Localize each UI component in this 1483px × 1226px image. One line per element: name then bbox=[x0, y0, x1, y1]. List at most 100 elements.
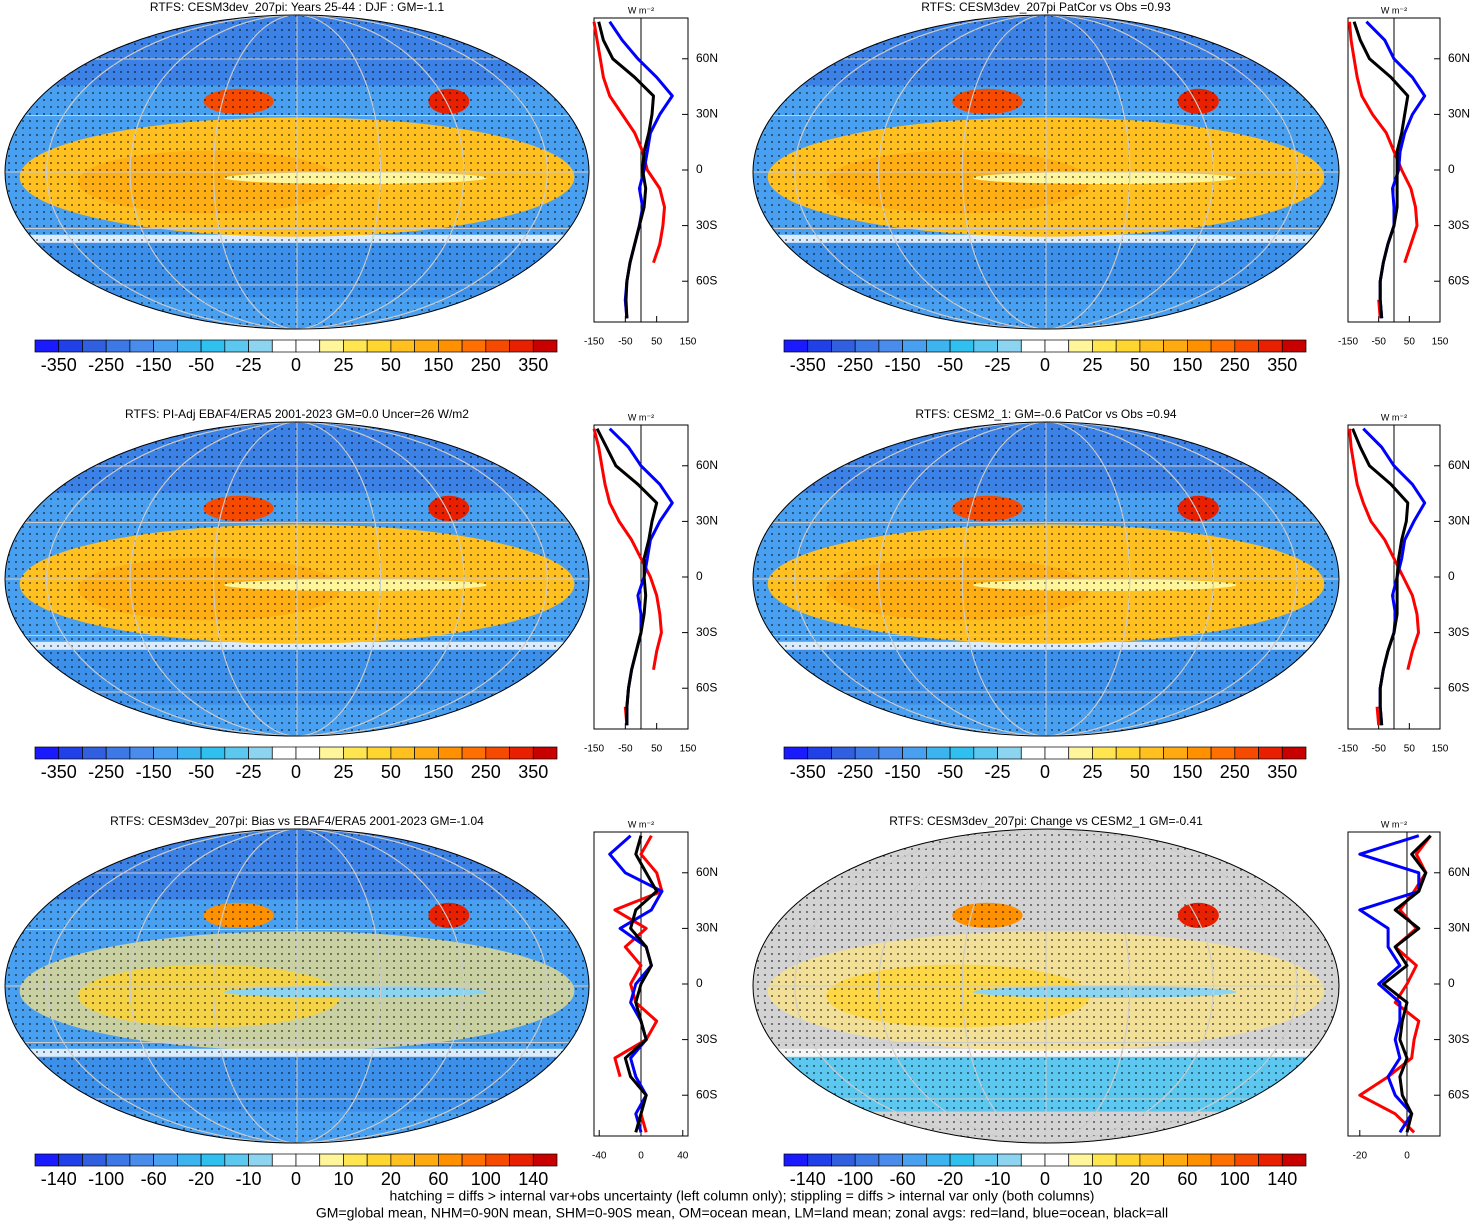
colorbar-label: 100 bbox=[471, 1169, 501, 1189]
colorbar-label: 50 bbox=[381, 762, 401, 782]
colorbar-box bbox=[225, 1154, 249, 1166]
colorbar-label: -150 bbox=[136, 355, 172, 375]
colorbar-box bbox=[320, 340, 344, 352]
colorbar-box bbox=[415, 1154, 439, 1166]
colorbar-label: 350 bbox=[1267, 355, 1297, 375]
y-tick-label: 30S bbox=[696, 218, 717, 232]
colorbar-label: 350 bbox=[518, 355, 548, 375]
y-tick-label: 30S bbox=[696, 625, 717, 639]
x-tick-label: 0 bbox=[1404, 1151, 1410, 1162]
colorbar-box bbox=[1282, 1154, 1306, 1166]
colorbar-box bbox=[974, 1154, 998, 1166]
y-tick-label: 60N bbox=[1448, 458, 1470, 472]
colorbar-label: -10 bbox=[985, 1169, 1011, 1189]
colorbar-box bbox=[367, 340, 391, 352]
y-tick-label: 60S bbox=[696, 273, 717, 287]
colorbar-box bbox=[35, 1154, 59, 1166]
colorbar-box bbox=[1045, 340, 1069, 352]
colorbar-box bbox=[1211, 1154, 1235, 1166]
y-tick-label: 0 bbox=[696, 976, 703, 990]
colorbar-box bbox=[784, 1154, 808, 1166]
y-tick-label: 30N bbox=[696, 107, 718, 121]
panel-title: RTFS: CESM3dev_207pi: Years 25-44 : DJF … bbox=[150, 0, 445, 14]
colorbar-box bbox=[1092, 1154, 1116, 1166]
colorbar-label: 250 bbox=[1220, 762, 1250, 782]
x-tick-label: 150 bbox=[680, 337, 697, 348]
colorbar-box bbox=[438, 340, 462, 352]
colorbar-box bbox=[367, 1154, 391, 1166]
colorbar-box bbox=[272, 1154, 296, 1166]
colorbar-box bbox=[510, 747, 534, 759]
colorbar-box bbox=[950, 340, 974, 352]
y-tick-label: 0 bbox=[1448, 976, 1455, 990]
colorbar-label: 150 bbox=[1172, 762, 1202, 782]
colorbar-box bbox=[1069, 747, 1093, 759]
colorbar-box bbox=[391, 747, 415, 759]
colorbar-box bbox=[486, 340, 510, 352]
colorbar-box bbox=[808, 340, 832, 352]
colorbar-box bbox=[950, 747, 974, 759]
colorbar-label: -250 bbox=[837, 762, 873, 782]
colorbar-box bbox=[1282, 747, 1306, 759]
colorbar-box bbox=[82, 747, 106, 759]
colorbar-box bbox=[130, 1154, 154, 1166]
colorbar-label: -60 bbox=[141, 1169, 167, 1189]
colorbar-box bbox=[808, 1154, 832, 1166]
colorbar-label: 250 bbox=[471, 355, 501, 375]
colorbar-box bbox=[320, 747, 344, 759]
colorbar-label: 50 bbox=[381, 355, 401, 375]
colorbar-label: -250 bbox=[88, 355, 124, 375]
map bbox=[753, 15, 1339, 329]
colorbar-box bbox=[1116, 747, 1140, 759]
colorbar-box bbox=[1187, 1154, 1211, 1166]
colorbar-label: 140 bbox=[518, 1169, 548, 1189]
colorbar-box bbox=[343, 747, 367, 759]
x-tick-label: -150 bbox=[1338, 337, 1358, 348]
x-tick-label: 50 bbox=[651, 744, 663, 755]
colorbar-box bbox=[343, 340, 367, 352]
colorbar-box bbox=[106, 340, 130, 352]
colorbar-box bbox=[1045, 747, 1069, 759]
colorbar-box bbox=[154, 747, 178, 759]
zonal-line bbox=[1366, 22, 1424, 319]
y-tick-label: 30S bbox=[1448, 625, 1469, 639]
colorbar-box bbox=[1116, 1154, 1140, 1166]
colorbar-box bbox=[130, 340, 154, 352]
colorbar-box bbox=[903, 340, 927, 352]
colorbar-box bbox=[272, 340, 296, 352]
colorbar-label: 20 bbox=[381, 1169, 401, 1189]
colorbar-label: -250 bbox=[837, 355, 873, 375]
colorbar-box bbox=[1187, 747, 1211, 759]
colorbar-label: -140 bbox=[790, 1169, 826, 1189]
x-tick-label: -50 bbox=[1371, 744, 1386, 755]
colorbar-box bbox=[1092, 747, 1116, 759]
colorbar-label: 0 bbox=[291, 355, 301, 375]
colorbar-label: 50 bbox=[1130, 762, 1150, 782]
colorbar-label: -150 bbox=[885, 355, 921, 375]
colorbar-box bbox=[296, 747, 320, 759]
colorbar-box bbox=[1259, 1154, 1283, 1166]
y-tick-label: 30N bbox=[696, 921, 718, 935]
zonal-unit: W m⁻² bbox=[1381, 819, 1407, 829]
colorbar-box bbox=[926, 340, 950, 352]
x-tick-label: 40 bbox=[677, 1151, 689, 1162]
colorbar-box bbox=[1021, 1154, 1045, 1166]
colorbar-box bbox=[201, 340, 225, 352]
colorbar-box bbox=[35, 340, 59, 352]
colorbar-label: 150 bbox=[423, 762, 453, 782]
zonal-unit: W m⁻² bbox=[628, 412, 654, 422]
y-tick-label: 0 bbox=[696, 162, 703, 176]
colorbar-label: -350 bbox=[41, 762, 77, 782]
colorbar-label: 0 bbox=[1040, 355, 1050, 375]
colorbar-label: 10 bbox=[333, 1169, 353, 1189]
y-tick-label: 0 bbox=[696, 569, 703, 583]
colorbar-box bbox=[784, 340, 808, 352]
y-tick-label: 30N bbox=[1448, 107, 1470, 121]
colorbar-label: -25 bbox=[985, 762, 1011, 782]
colorbar-box bbox=[201, 1154, 225, 1166]
panel-title: RTFS: CESM2_1: GM=-0.6 PatCor vs Obs =0.… bbox=[915, 407, 1177, 421]
y-tick-label: 0 bbox=[1448, 569, 1455, 583]
y-tick-label: 60S bbox=[696, 680, 717, 694]
panel-title: RTFS: CESM3dev_207pi: Change vs CESM2_1 … bbox=[889, 814, 1203, 828]
footnote: GM=global mean, NHM=0-90N mean, SHM=0-90… bbox=[316, 1205, 1168, 1221]
